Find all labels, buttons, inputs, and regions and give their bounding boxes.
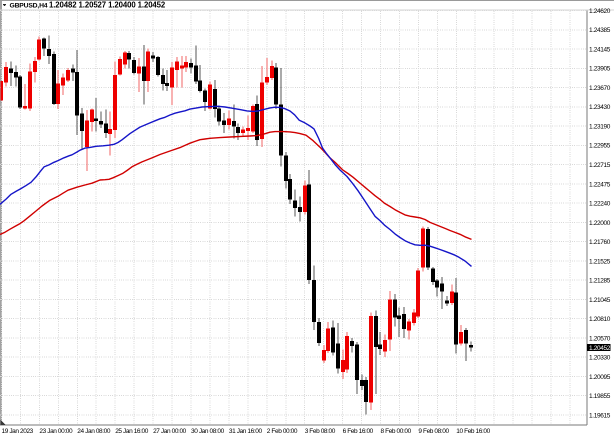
svg-text:1.21045: 1.21045 [589, 297, 611, 304]
svg-text:1.20452: 1.20452 [589, 345, 611, 352]
svg-text:10 Feb 16:00: 10 Feb 16:00 [456, 428, 490, 435]
svg-text:8 Feb 00:00: 8 Feb 00:00 [381, 428, 412, 435]
svg-text:6 Feb 16:00: 6 Feb 16:00 [343, 428, 374, 435]
svg-text:1.21285: 1.21285 [589, 278, 611, 285]
svg-text:31 Jan 16:00: 31 Jan 16:00 [229, 428, 263, 435]
svg-text:1.20482 1.20527 1.20400 1.2045: 1.20482 1.20527 1.20400 1.20452 [49, 0, 166, 9]
svg-text:1.22475: 1.22475 [589, 181, 611, 188]
svg-text:2 Feb 00:00: 2 Feb 00:00 [267, 428, 298, 435]
svg-text:3 Feb 08:00: 3 Feb 08:00 [305, 428, 336, 435]
svg-text:1.20810: 1.20810 [589, 316, 611, 323]
svg-text:1.22715: 1.22715 [589, 162, 611, 169]
svg-text:1.22240: 1.22240 [589, 201, 611, 208]
svg-text:1.23430: 1.23430 [589, 104, 611, 111]
svg-text:19 Jan 2023: 19 Jan 2023 [2, 428, 34, 435]
svg-text:1.19855: 1.19855 [589, 393, 611, 400]
svg-text:1.19615: 1.19615 [589, 412, 611, 419]
svg-text:1.21760: 1.21760 [589, 239, 611, 246]
svg-text:GBPUSD,H4: GBPUSD,H4 [10, 2, 48, 9]
svg-text:27 Jan 00:00: 27 Jan 00:00 [153, 428, 187, 435]
svg-text:25 Jan 16:00: 25 Jan 16:00 [115, 428, 149, 435]
svg-text:1.24620: 1.24620 [589, 8, 611, 15]
svg-text:1.24385: 1.24385 [589, 27, 611, 34]
svg-text:1.20570: 1.20570 [589, 335, 611, 342]
svg-text:1.23190: 1.23190 [589, 124, 611, 131]
svg-text:23 Jan 00:00: 23 Jan 00:00 [39, 428, 73, 435]
svg-text:1.23905: 1.23905 [589, 66, 611, 73]
svg-text:1.20095: 1.20095 [589, 374, 611, 381]
svg-text:1.24145: 1.24145 [589, 46, 611, 53]
svg-text:9 Feb 08:00: 9 Feb 08:00 [418, 428, 449, 435]
svg-text:30 Jan 08:00: 30 Jan 08:00 [191, 428, 225, 435]
svg-text:1.20330: 1.20330 [589, 355, 611, 362]
svg-text:24 Jan 08:00: 24 Jan 08:00 [77, 428, 111, 435]
svg-text:1.21525: 1.21525 [589, 258, 611, 265]
svg-text:1.23670: 1.23670 [589, 85, 611, 92]
svg-text:1.22955: 1.22955 [589, 143, 611, 150]
svg-text:1.22000: 1.22000 [589, 220, 611, 227]
